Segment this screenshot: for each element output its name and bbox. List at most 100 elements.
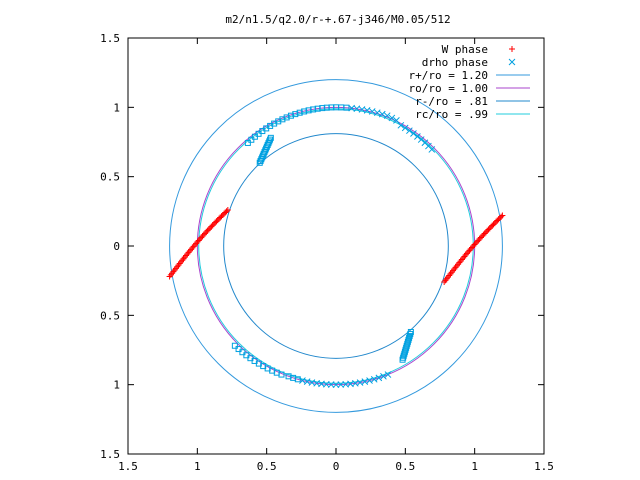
w-phase-point — [223, 208, 230, 215]
w-phase-point — [207, 224, 214, 231]
w-phase-point — [222, 209, 229, 216]
drho-phase-point — [235, 346, 242, 353]
drho-phase-point — [406, 127, 413, 135]
y-tick-label: 0.5 — [100, 171, 120, 184]
x-tick-label: 0.5 — [395, 460, 415, 473]
circle-series-2 — [169, 79, 503, 413]
drho-phase-point — [404, 340, 411, 347]
drho-phase-point — [343, 104, 350, 111]
w-phase-point — [224, 206, 231, 213]
w-phase-point — [481, 230, 488, 237]
legend-label: rc/ro = .99 — [415, 108, 488, 121]
drho-phase-point — [279, 116, 286, 123]
w-phase-point — [494, 217, 501, 224]
w-phase-point — [213, 218, 220, 225]
w-phase-point — [190, 243, 197, 250]
w-phase-point — [484, 227, 491, 234]
w-phase-point — [495, 216, 502, 223]
w-phase-point — [476, 235, 483, 242]
w-phase-point — [212, 219, 219, 226]
drho-phase-point — [401, 124, 409, 132]
w-phase-point — [498, 213, 505, 220]
w-phase-point — [472, 240, 479, 247]
x-tick-label: 1 — [471, 460, 478, 473]
w-phase-point — [491, 220, 498, 227]
y-tick-label: 0.5 — [100, 309, 120, 322]
y-tick-label: 1.5 — [100, 448, 120, 461]
drho-phase-point — [294, 376, 301, 383]
w-phase-point — [195, 237, 202, 244]
legend-label: r-/ro = .81 — [415, 95, 488, 108]
w-phase-point — [480, 231, 487, 238]
drho-phase-point — [399, 356, 406, 363]
y-tick-label: 1 — [113, 379, 120, 392]
legend-swatch — [508, 58, 516, 66]
w-phase-point — [474, 238, 481, 245]
drho-phase-point — [358, 106, 366, 113]
w-phase-point — [466, 247, 473, 254]
legend-label: r+/ro = 1.20 — [409, 69, 488, 82]
drho-phase-point — [375, 374, 383, 382]
drho-phase-point — [400, 352, 407, 359]
x-tick-label: 1.5 — [118, 460, 138, 473]
drho-phase-point — [239, 349, 246, 356]
drho-phase-point — [231, 342, 238, 349]
drho-phase-point — [266, 138, 273, 145]
drho-phase-point — [388, 114, 396, 122]
w-phase-point — [204, 227, 211, 234]
w-phase-point — [202, 230, 209, 237]
w-phase-point — [488, 223, 495, 230]
w-phase-point — [205, 226, 212, 233]
w-phase-point — [219, 211, 226, 218]
w-phase-point — [209, 222, 216, 229]
w-phase-point — [499, 212, 506, 219]
w-phase-point — [199, 233, 206, 240]
drho-phase-point — [267, 134, 274, 141]
drho-phase-point — [248, 136, 255, 143]
w-phase-point — [221, 210, 228, 217]
w-phase-point — [465, 248, 472, 255]
legend-swatch — [509, 46, 515, 52]
drho-phase-point — [278, 371, 285, 378]
w-phase-point — [467, 245, 474, 252]
w-phase-point — [215, 215, 222, 222]
x-tick-label: 1 — [194, 460, 201, 473]
circle-series-4 — [223, 133, 449, 359]
drho-phase-point — [414, 133, 421, 140]
drho-phase-point — [332, 381, 340, 389]
drho-phase-point — [406, 332, 413, 339]
drho-phase-point — [401, 348, 408, 355]
drho-phase-point — [403, 344, 410, 351]
drho-phase-point — [384, 371, 392, 378]
w-phase-point — [194, 238, 201, 245]
drho-phase-point — [283, 114, 290, 121]
w-phase-point — [469, 244, 476, 251]
w-phase-point — [200, 231, 207, 238]
legend-label: drho phase — [422, 56, 488, 69]
w-phase-point — [193, 240, 200, 247]
drho-phase-point — [405, 336, 412, 343]
drho-phase-point — [428, 146, 436, 153]
w-phase-point — [208, 223, 215, 230]
w-phase-point — [203, 229, 210, 236]
drho-phase-point — [296, 109, 303, 116]
axes-layer: 1.5 1 0.5 0 0.5 1 1.51.510.500.511.5 — [100, 32, 554, 473]
w-phase-point — [214, 217, 221, 224]
w-phase-point — [471, 241, 478, 248]
drho-phase-point — [406, 334, 413, 341]
drho-phase-point — [401, 350, 408, 357]
drho-phase-point — [407, 328, 414, 335]
w-phase-point — [198, 234, 205, 241]
w-phase-point — [475, 237, 482, 244]
y-tick-label: 1 — [113, 101, 120, 114]
x-tick-label: 0 — [333, 460, 340, 473]
reference-circles — [169, 79, 503, 413]
w-phase-point — [210, 220, 217, 227]
drho-phase-point — [404, 338, 411, 345]
w-phase-point — [191, 241, 198, 248]
drho-phase-point — [301, 108, 308, 115]
w-phase-point — [485, 226, 492, 233]
w-phase-point — [489, 222, 496, 229]
